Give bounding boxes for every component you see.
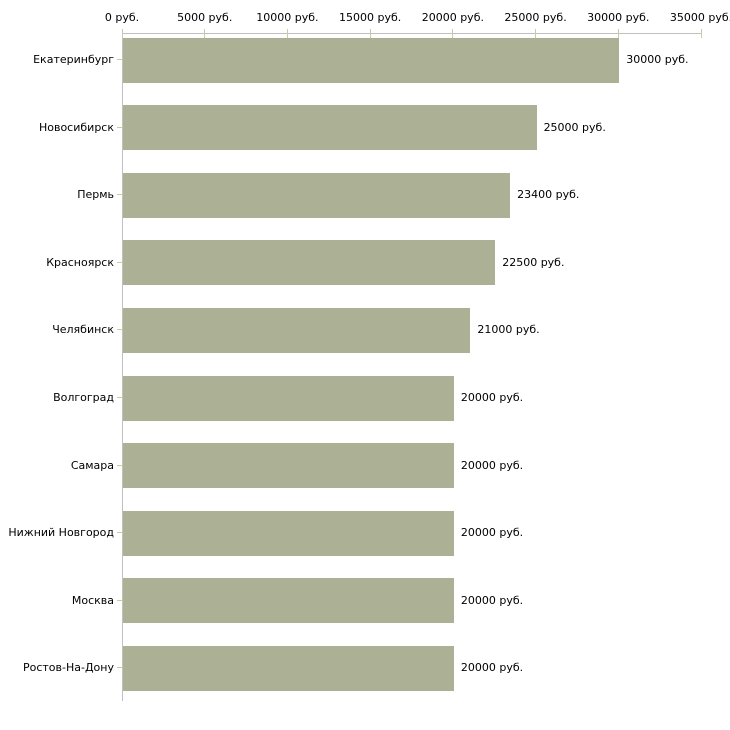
category-label: Екатеринбург <box>33 53 114 66</box>
x-tick-label: 25000 руб. <box>504 11 567 24</box>
value-label: 30000 руб. <box>626 53 689 66</box>
y-axis-tick <box>117 599 126 601</box>
bar <box>123 443 454 489</box>
x-axis-tick <box>204 29 206 38</box>
x-axis-tick <box>452 29 454 38</box>
y-axis-tick <box>117 397 126 398</box>
y-axis-tick <box>117 261 126 263</box>
x-tick-label: 35000 руб. <box>669 11 730 24</box>
x-tick-label: 15000 руб. <box>339 11 402 24</box>
category-label: Пермь <box>77 188 114 202</box>
bar <box>123 240 496 286</box>
value-label: 21000 руб. <box>477 323 540 337</box>
x-axis-line <box>122 33 702 34</box>
y-axis-tick <box>117 59 126 60</box>
x-axis-tick <box>121 29 123 38</box>
x-tick-label: 0 руб. <box>104 11 140 24</box>
value-label: 20000 руб. <box>460 661 524 675</box>
x-axis-tick <box>286 29 288 38</box>
category-label: Красноярск <box>46 255 114 269</box>
bar <box>123 578 454 624</box>
x-tick-label: 10000 руб. <box>256 11 319 24</box>
y-axis-tick <box>117 532 126 534</box>
y-axis-line <box>122 33 123 701</box>
bar <box>123 375 454 421</box>
y-axis-tick <box>117 194 126 196</box>
category-label: Москва <box>71 593 114 607</box>
x-axis-tick <box>535 29 537 38</box>
value-label: 20000 руб. <box>460 458 524 472</box>
bar <box>123 105 537 151</box>
bar <box>123 37 620 83</box>
category-label: Челябинск <box>52 323 114 337</box>
category-label: Новосибирск <box>38 120 114 134</box>
bar <box>123 645 454 691</box>
category-label: Волгоград <box>53 391 114 404</box>
y-axis-tick <box>117 667 126 669</box>
y-axis-tick <box>117 126 126 128</box>
y-axis-tick <box>117 464 126 466</box>
value-label: 20000 руб. <box>460 526 524 540</box>
x-tick-label: 20000 руб. <box>421 11 484 24</box>
y-axis-tick <box>117 329 126 331</box>
value-label: 22500 руб. <box>502 255 565 269</box>
x-axis-tick <box>369 29 371 38</box>
value-label: 20000 руб. <box>460 593 524 607</box>
x-axis-tick <box>700 29 702 38</box>
category-label: Самара <box>70 458 114 472</box>
bar <box>123 172 511 218</box>
value-label: 25000 руб. <box>543 120 606 134</box>
x-axis-tick <box>617 29 619 38</box>
x-tick-label: 30000 руб. <box>587 11 650 24</box>
x-tick-label: 5000 руб. <box>177 11 233 24</box>
category-label: Нижний Новгород <box>8 526 114 540</box>
bar <box>123 307 471 353</box>
bar <box>123 510 454 556</box>
category-label: Ростов-На-Дону <box>22 661 114 675</box>
value-label: 23400 руб. <box>517 188 580 202</box>
value-label: 20000 руб. <box>460 391 524 404</box>
